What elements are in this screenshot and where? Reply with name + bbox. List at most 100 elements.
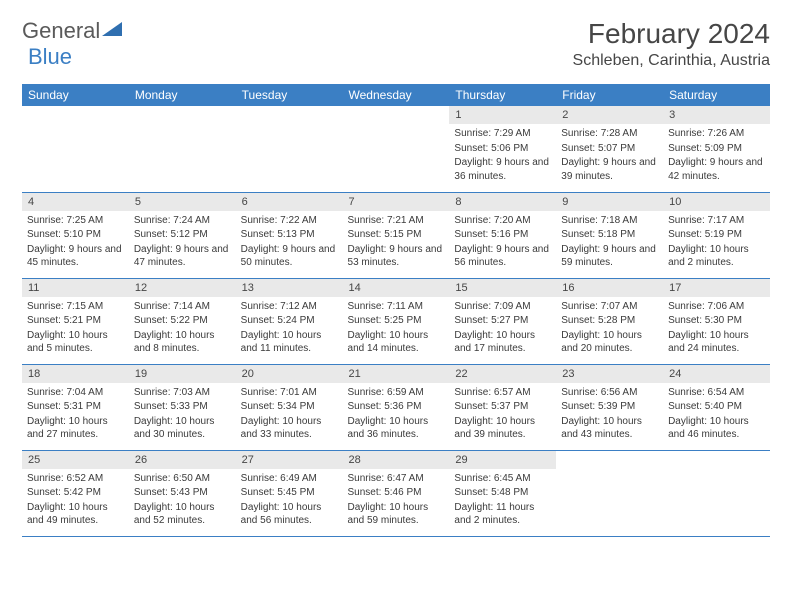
sunset-line: Sunset: 5:09 PM: [668, 142, 765, 156]
daylight-line: Daylight: 10 hours and 36 minutes.: [348, 415, 445, 442]
daylight-line: Daylight: 10 hours and 59 minutes.: [348, 501, 445, 528]
day-body: Sunrise: 7:20 AMSunset: 5:16 PMDaylight:…: [449, 211, 556, 274]
day-number: 10: [663, 193, 770, 211]
logo-text-blue: Blue: [28, 44, 72, 70]
day-number: 19: [129, 365, 236, 383]
daylight-line: Daylight: 9 hours and 36 minutes.: [454, 156, 551, 183]
day-body: Sunrise: 7:15 AMSunset: 5:21 PMDaylight:…: [22, 297, 129, 360]
sunrise-line: Sunrise: 7:11 AM: [348, 300, 445, 314]
calendar-row: 11Sunrise: 7:15 AMSunset: 5:21 PMDayligh…: [22, 278, 770, 364]
calendar-day: 8Sunrise: 7:20 AMSunset: 5:16 PMDaylight…: [449, 192, 556, 278]
daylight-line: Daylight: 10 hours and 2 minutes.: [668, 243, 765, 270]
logo-triangle-icon: [102, 20, 124, 43]
day-header-row: SundayMondayTuesdayWednesdayThursdayFrid…: [22, 84, 770, 106]
day-number: 24: [663, 365, 770, 383]
sunset-line: Sunset: 5:16 PM: [454, 228, 551, 242]
calendar-day: 19Sunrise: 7:03 AMSunset: 5:33 PMDayligh…: [129, 364, 236, 450]
calendar-day: 7Sunrise: 7:21 AMSunset: 5:15 PMDaylight…: [343, 192, 450, 278]
day-body: Sunrise: 7:28 AMSunset: 5:07 PMDaylight:…: [556, 124, 663, 187]
daylight-line: Daylight: 10 hours and 17 minutes.: [454, 329, 551, 356]
sunset-line: Sunset: 5:22 PM: [134, 314, 231, 328]
calendar-row: 1Sunrise: 7:29 AMSunset: 5:06 PMDaylight…: [22, 106, 770, 192]
day-body: Sunrise: 6:49 AMSunset: 5:45 PMDaylight:…: [236, 469, 343, 532]
sunrise-line: Sunrise: 7:04 AM: [27, 386, 124, 400]
day-number: 15: [449, 279, 556, 297]
sunrise-line: Sunrise: 7:26 AM: [668, 127, 765, 141]
sunset-line: Sunset: 5:19 PM: [668, 228, 765, 242]
sunset-line: Sunset: 5:30 PM: [668, 314, 765, 328]
sunrise-line: Sunrise: 7:07 AM: [561, 300, 658, 314]
day-body: Sunrise: 7:11 AMSunset: 5:25 PMDaylight:…: [343, 297, 450, 360]
day-number: 25: [22, 451, 129, 469]
calendar-day: 21Sunrise: 6:59 AMSunset: 5:36 PMDayligh…: [343, 364, 450, 450]
sunrise-line: Sunrise: 7:17 AM: [668, 214, 765, 228]
sunrise-line: Sunrise: 6:56 AM: [561, 386, 658, 400]
day-body: Sunrise: 7:24 AMSunset: 5:12 PMDaylight:…: [129, 211, 236, 274]
logo-text-general: General: [22, 18, 100, 44]
calendar-day: 17Sunrise: 7:06 AMSunset: 5:30 PMDayligh…: [663, 278, 770, 364]
day-body: Sunrise: 7:07 AMSunset: 5:28 PMDaylight:…: [556, 297, 663, 360]
day-body: Sunrise: 7:06 AMSunset: 5:30 PMDaylight:…: [663, 297, 770, 360]
day-header: Saturday: [663, 84, 770, 106]
daylight-line: Daylight: 9 hours and 39 minutes.: [561, 156, 658, 183]
daylight-line: Daylight: 11 hours and 2 minutes.: [454, 501, 551, 528]
day-number: 5: [129, 193, 236, 211]
sunrise-line: Sunrise: 7:14 AM: [134, 300, 231, 314]
calendar-day: 16Sunrise: 7:07 AMSunset: 5:28 PMDayligh…: [556, 278, 663, 364]
logo: General: [22, 18, 126, 44]
sunrise-line: Sunrise: 7:03 AM: [134, 386, 231, 400]
daylight-line: Daylight: 10 hours and 20 minutes.: [561, 329, 658, 356]
calendar-day: 9Sunrise: 7:18 AMSunset: 5:18 PMDaylight…: [556, 192, 663, 278]
sunset-line: Sunset: 5:21 PM: [27, 314, 124, 328]
daylight-line: Daylight: 9 hours and 47 minutes.: [134, 243, 231, 270]
sunset-line: Sunset: 5:10 PM: [27, 228, 124, 242]
day-header: Tuesday: [236, 84, 343, 106]
calendar-table: SundayMondayTuesdayWednesdayThursdayFrid…: [22, 84, 770, 537]
calendar-day: 25Sunrise: 6:52 AMSunset: 5:42 PMDayligh…: [22, 450, 129, 536]
daylight-line: Daylight: 10 hours and 33 minutes.: [241, 415, 338, 442]
day-number: 6: [236, 193, 343, 211]
calendar-day: 1Sunrise: 7:29 AMSunset: 5:06 PMDaylight…: [449, 106, 556, 192]
sunrise-line: Sunrise: 6:54 AM: [668, 386, 765, 400]
sunset-line: Sunset: 5:31 PM: [27, 400, 124, 414]
daylight-line: Daylight: 9 hours and 42 minutes.: [668, 156, 765, 183]
day-header: Sunday: [22, 84, 129, 106]
sunset-line: Sunset: 5:28 PM: [561, 314, 658, 328]
day-body: Sunrise: 6:52 AMSunset: 5:42 PMDaylight:…: [22, 469, 129, 532]
calendar-day: 22Sunrise: 6:57 AMSunset: 5:37 PMDayligh…: [449, 364, 556, 450]
day-body: Sunrise: 6:47 AMSunset: 5:46 PMDaylight:…: [343, 469, 450, 532]
day-body: Sunrise: 6:57 AMSunset: 5:37 PMDaylight:…: [449, 383, 556, 446]
daylight-line: Daylight: 10 hours and 49 minutes.: [27, 501, 124, 528]
calendar-row: 25Sunrise: 6:52 AMSunset: 5:42 PMDayligh…: [22, 450, 770, 536]
sunset-line: Sunset: 5:13 PM: [241, 228, 338, 242]
calendar-day: 14Sunrise: 7:11 AMSunset: 5:25 PMDayligh…: [343, 278, 450, 364]
title-block: February 2024 Schleben, Carinthia, Austr…: [573, 18, 770, 70]
day-body: Sunrise: 7:12 AMSunset: 5:24 PMDaylight:…: [236, 297, 343, 360]
daylight-line: Daylight: 10 hours and 46 minutes.: [668, 415, 765, 442]
daylight-line: Daylight: 10 hours and 27 minutes.: [27, 415, 124, 442]
sunrise-line: Sunrise: 6:45 AM: [454, 472, 551, 486]
day-body: Sunrise: 6:56 AMSunset: 5:39 PMDaylight:…: [556, 383, 663, 446]
sunrise-line: Sunrise: 7:24 AM: [134, 214, 231, 228]
day-number: 2: [556, 106, 663, 124]
day-number: 11: [22, 279, 129, 297]
sunset-line: Sunset: 5:48 PM: [454, 486, 551, 500]
sunset-line: Sunset: 5:40 PM: [668, 400, 765, 414]
day-number: 7: [343, 193, 450, 211]
sunrise-line: Sunrise: 7:12 AM: [241, 300, 338, 314]
calendar-day: 18Sunrise: 7:04 AMSunset: 5:31 PMDayligh…: [22, 364, 129, 450]
day-number: 12: [129, 279, 236, 297]
calendar-empty: [343, 106, 450, 192]
day-number: 21: [343, 365, 450, 383]
location: Schleben, Carinthia, Austria: [573, 52, 770, 70]
day-number: 22: [449, 365, 556, 383]
sunrise-line: Sunrise: 6:47 AM: [348, 472, 445, 486]
calendar-day: 15Sunrise: 7:09 AMSunset: 5:27 PMDayligh…: [449, 278, 556, 364]
daylight-line: Daylight: 10 hours and 56 minutes.: [241, 501, 338, 528]
daylight-line: Daylight: 10 hours and 39 minutes.: [454, 415, 551, 442]
day-body: Sunrise: 7:01 AMSunset: 5:34 PMDaylight:…: [236, 383, 343, 446]
daylight-line: Daylight: 10 hours and 14 minutes.: [348, 329, 445, 356]
sunset-line: Sunset: 5:18 PM: [561, 228, 658, 242]
day-number: 23: [556, 365, 663, 383]
calendar-day: 28Sunrise: 6:47 AMSunset: 5:46 PMDayligh…: [343, 450, 450, 536]
